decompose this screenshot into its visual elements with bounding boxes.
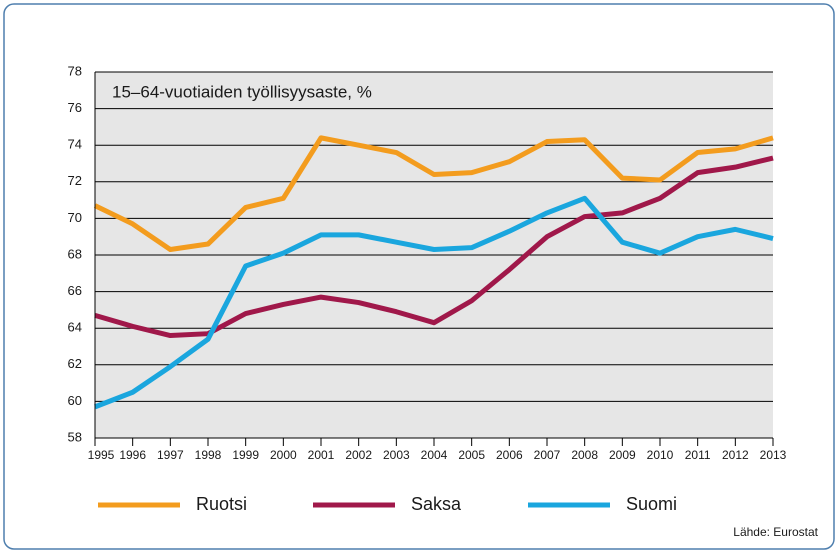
x-tick-label: 1996 bbox=[119, 448, 146, 462]
y-tick-label: 70 bbox=[68, 210, 82, 225]
y-tick-label: 60 bbox=[68, 393, 82, 408]
x-tick-label: 2009 bbox=[609, 448, 636, 462]
x-tick-label: 2001 bbox=[308, 448, 335, 462]
y-tick-label: 68 bbox=[68, 246, 82, 261]
title-bg bbox=[100, 78, 440, 108]
x-tick-label: 1998 bbox=[195, 448, 222, 462]
x-tick-label: 2013 bbox=[760, 448, 787, 462]
y-tick-label: 58 bbox=[68, 429, 82, 444]
chart-title: 15–64-vuotiaiden työllisyysaste, % bbox=[112, 82, 372, 101]
x-tick-label: 2004 bbox=[421, 448, 448, 462]
x-tick-label: 1999 bbox=[232, 448, 259, 462]
y-tick-label: 76 bbox=[68, 100, 82, 115]
x-tick-label: 2006 bbox=[496, 448, 523, 462]
x-tick-label: 1997 bbox=[157, 448, 184, 462]
y-tick-label: 64 bbox=[68, 320, 82, 335]
x-tick-label: 2010 bbox=[647, 448, 674, 462]
y-tick-label: 72 bbox=[68, 173, 82, 188]
x-tick-label: 2011 bbox=[685, 448, 711, 462]
series-line bbox=[94, 195, 774, 410]
legend-label: Saksa bbox=[411, 494, 462, 514]
x-tick-label: 2000 bbox=[270, 448, 297, 462]
x-tick-label: 1995 bbox=[88, 448, 115, 462]
x-tick-label: 2002 bbox=[345, 448, 372, 462]
y-tick-label: 78 bbox=[68, 63, 82, 78]
source: Lähde: Eurostat bbox=[733, 525, 818, 539]
series-line bbox=[94, 155, 774, 339]
legend-label: Ruotsi bbox=[196, 494, 247, 514]
x-tick-label: 2003 bbox=[383, 448, 410, 462]
x-tick-label: 2008 bbox=[571, 448, 598, 462]
legend-label: Suomi bbox=[626, 494, 677, 514]
x-tick-label: 2005 bbox=[458, 448, 485, 462]
y-tick-label: 62 bbox=[68, 356, 82, 371]
x-tick-label: 2007 bbox=[534, 448, 561, 462]
y-tick-label: 66 bbox=[68, 283, 82, 298]
y-tick-label: 74 bbox=[68, 137, 82, 152]
series-line bbox=[93, 135, 774, 253]
x-tick-label: 2012 bbox=[722, 448, 749, 462]
